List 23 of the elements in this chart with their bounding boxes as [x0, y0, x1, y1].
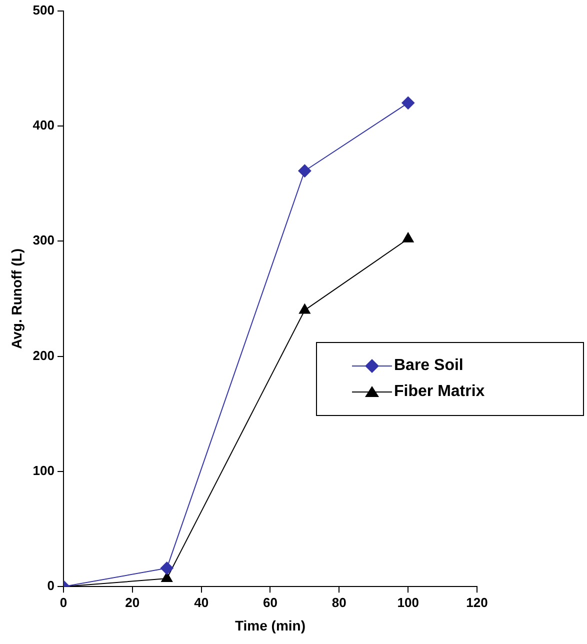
- point: [160, 562, 174, 575]
- x-tick-label: 0: [60, 594, 68, 610]
- y-tick-label: 300: [32, 232, 54, 248]
- point: [298, 164, 312, 178]
- x-tick-label: 60: [263, 594, 278, 610]
- y-tick-label: 200: [32, 348, 54, 363]
- x-tick-label: 80: [332, 594, 346, 610]
- y-tick-label: 0: [47, 578, 54, 594]
- x-tick-label: 40: [194, 594, 209, 610]
- x-tick-label: 120: [466, 594, 488, 610]
- x-axis-title: Time (min): [234, 617, 306, 634]
- x-tick-label: 100: [397, 594, 419, 610]
- y-axis-title: Avg. Runoff (L): [8, 248, 24, 349]
- point: [402, 232, 414, 242]
- point: [161, 572, 173, 582]
- legend-label: Bare Soil: [394, 357, 464, 375]
- y-tick-label: 100: [32, 463, 54, 478]
- point: [299, 304, 310, 314]
- legend-label: Fiber Matrix: [394, 383, 485, 401]
- x-tick-label: 20: [125, 594, 140, 610]
- y-tick-label: 400: [32, 118, 54, 133]
- point: [402, 96, 415, 110]
- y-tick-label: 500: [32, 2, 54, 18]
